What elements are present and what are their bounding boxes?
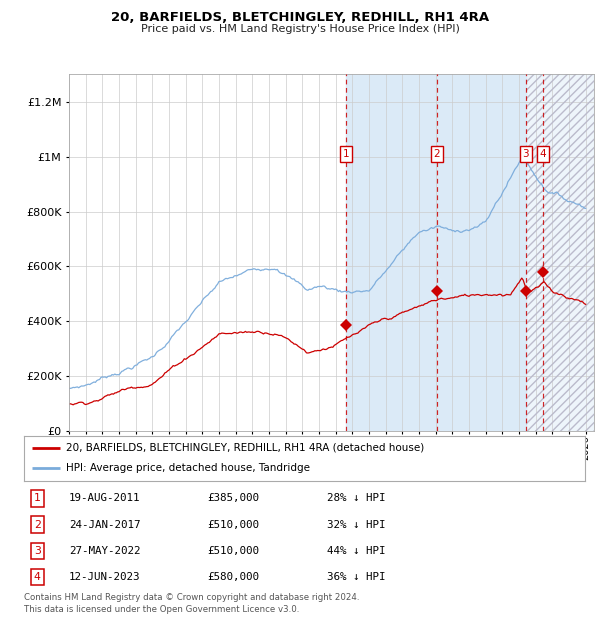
Text: HPI: Average price, detached house, Tandridge: HPI: Average price, detached house, Tand…	[66, 463, 310, 474]
Text: £510,000: £510,000	[207, 546, 259, 556]
Text: This data is licensed under the Open Government Licence v3.0.: This data is licensed under the Open Gov…	[24, 605, 299, 614]
Text: 12-JUN-2023: 12-JUN-2023	[69, 572, 140, 582]
Text: 4: 4	[34, 572, 41, 582]
Text: 36% ↓ HPI: 36% ↓ HPI	[327, 572, 386, 582]
Text: 2: 2	[434, 149, 440, 159]
Text: 3: 3	[34, 546, 41, 556]
Text: 44% ↓ HPI: 44% ↓ HPI	[327, 546, 386, 556]
Text: 20, BARFIELDS, BLETCHINGLEY, REDHILL, RH1 4RA: 20, BARFIELDS, BLETCHINGLEY, REDHILL, RH…	[111, 11, 489, 24]
Text: 4: 4	[540, 149, 547, 159]
Text: £510,000: £510,000	[207, 520, 259, 529]
Bar	[526, 74, 594, 431]
Text: Price paid vs. HM Land Registry's House Price Index (HPI): Price paid vs. HM Land Registry's House …	[140, 24, 460, 33]
Text: 32% ↓ HPI: 32% ↓ HPI	[327, 520, 386, 529]
Text: 28% ↓ HPI: 28% ↓ HPI	[327, 494, 386, 503]
Text: 1: 1	[34, 494, 41, 503]
Text: £580,000: £580,000	[207, 572, 259, 582]
Bar	[346, 74, 526, 431]
Text: £385,000: £385,000	[207, 494, 259, 503]
Text: 3: 3	[523, 149, 529, 159]
Text: 1: 1	[343, 149, 349, 159]
Text: Contains HM Land Registry data © Crown copyright and database right 2024.: Contains HM Land Registry data © Crown c…	[24, 593, 359, 602]
Text: 20, BARFIELDS, BLETCHINGLEY, REDHILL, RH1 4RA (detached house): 20, BARFIELDS, BLETCHINGLEY, REDHILL, RH…	[66, 443, 424, 453]
Bar	[526, 74, 594, 431]
Text: 19-AUG-2011: 19-AUG-2011	[69, 494, 140, 503]
Text: 24-JAN-2017: 24-JAN-2017	[69, 520, 140, 529]
Text: 2: 2	[34, 520, 41, 529]
Text: 27-MAY-2022: 27-MAY-2022	[69, 546, 140, 556]
